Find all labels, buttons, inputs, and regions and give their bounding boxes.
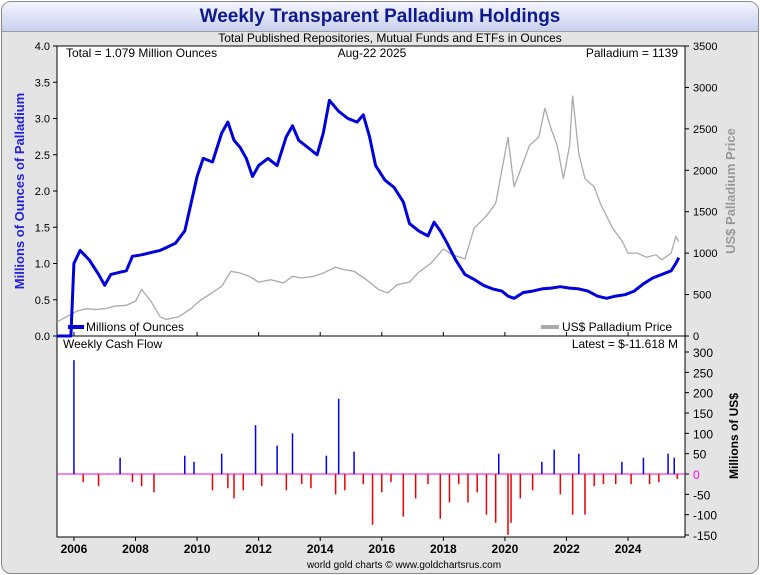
footer-credit: world gold charts © www.goldchartsrus.co… <box>306 560 501 571</box>
x-tick-label: 2020 <box>492 542 519 556</box>
cashflow-latest: Latest = $-11.618 M <box>572 337 678 351</box>
right-tick-label: 2000 <box>693 165 717 177</box>
x-tick-label: 2022 <box>553 542 580 556</box>
cashflow-tick-label: 250 <box>693 366 713 380</box>
price-line <box>56 95 680 323</box>
date-label: Aug-22 2025 <box>338 46 407 60</box>
cashflow-tick-label: -150 <box>693 529 717 543</box>
cashflow-axis-label: Millions of US$ <box>727 393 741 479</box>
title-bar: Weekly Transparent Palladium Holdings <box>2 2 758 32</box>
series-lines <box>56 95 681 338</box>
x-axis-ticks: 2006 2008 2010 2012 2014 2016 2018 2020 2022 2024 <box>61 332 642 556</box>
cashflow-tick-label: 300 <box>693 346 713 360</box>
right-axis-label: US$ Palladium Price <box>723 128 738 254</box>
right-tick-label: 500 <box>693 290 711 302</box>
right-tick-label: 1000 <box>693 248 717 260</box>
right-axis-ticks: 0 500 1000 1500 2000 2500 3000 3500 <box>685 41 717 343</box>
right-tick-label: 2500 <box>693 124 717 136</box>
x-tick-label: 2014 <box>307 542 334 556</box>
right-tick-label: 3000 <box>693 82 717 94</box>
holdings-line <box>57 98 681 338</box>
x-tick-label: 2006 <box>61 542 88 556</box>
x-tick-label: 2008 <box>122 542 149 556</box>
cashflow-tick-label: 100 <box>693 427 713 441</box>
palladium-price-label: Palladium = 1139 <box>586 46 679 60</box>
cashflow-tick-label: 150 <box>693 407 713 421</box>
left-tick-label: 3.0 <box>35 114 50 126</box>
legend-holdings-label: Millions of Ounces <box>86 320 184 334</box>
cashflow-tick-label: -50 <box>693 488 711 502</box>
left-tick-label: 0.0 <box>35 331 50 343</box>
left-tick-label: 2.0 <box>35 186 50 198</box>
left-tick-label: 1.5 <box>35 222 50 234</box>
cashflow-plot-area <box>56 335 686 538</box>
x-tick-label: 2018 <box>430 542 457 556</box>
left-tick-label: 0.5 <box>35 295 50 307</box>
cashflow-tick-label: 0 <box>693 468 700 482</box>
left-tick-label: 4.0 <box>35 41 50 53</box>
x-tick-label: 2016 <box>368 542 395 556</box>
legend-price-label: US$ Palladium Price <box>562 320 672 334</box>
x-tick-label: 2012 <box>245 542 272 556</box>
right-tick-label: 0 <box>693 331 699 343</box>
x-tick-label: 2024 <box>615 542 642 556</box>
left-axis-ticks: 0.0 0.5 1.0 1.5 2.0 2.5 3.0 3.5 4.0 <box>35 41 57 343</box>
right-tick-label: 1500 <box>693 207 717 219</box>
x-tick-label: 2010 <box>184 542 211 556</box>
cashflow-title: Weekly Cash Flow <box>63 337 162 351</box>
cashflow-tick-label: -100 <box>693 509 717 523</box>
cashflow-tick-label: 50 <box>693 448 707 462</box>
left-tick-label: 3.5 <box>35 77 50 89</box>
left-tick-label: 1.0 <box>35 259 50 271</box>
chart-subtitle: Total Published Repositories, Mutual Fun… <box>218 31 562 45</box>
left-axis-label: Millions of Ounces of Palladium <box>12 93 27 289</box>
cashflow-axis-ticks: 300 250 200 150 100 50 0 -50 -100 -150 <box>685 346 717 543</box>
left-tick-label: 2.5 <box>35 150 50 162</box>
total-label: Total = 1.079 Million Ounces <box>66 46 217 60</box>
cashflow-bars <box>57 360 685 535</box>
cashflow-tick-label: 200 <box>693 387 713 401</box>
right-tick-label: 3500 <box>693 41 717 53</box>
chart-title: Weekly Transparent Palladium Holdings <box>199 6 561 27</box>
